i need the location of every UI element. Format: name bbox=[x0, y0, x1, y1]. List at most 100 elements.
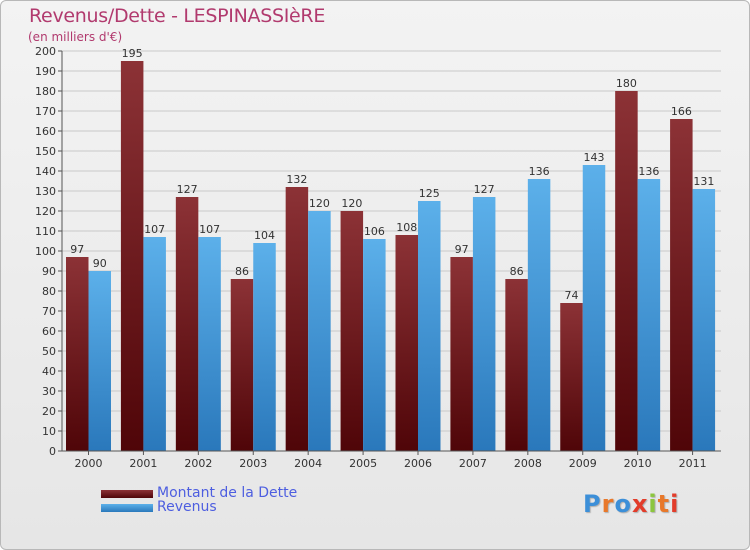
data-label-revenus-2005: 106 bbox=[364, 225, 385, 238]
data-label-revenus-2000: 90 bbox=[93, 257, 107, 270]
logo-letter: i bbox=[648, 490, 658, 518]
bar-revenus-2005 bbox=[363, 239, 386, 451]
x-tick-label: 2004 bbox=[294, 457, 322, 470]
logo-letter: i bbox=[670, 490, 680, 518]
data-label-debt-2001: 195 bbox=[122, 47, 143, 60]
bar-debt-2005 bbox=[340, 211, 364, 451]
data-label-revenus-2008: 136 bbox=[529, 165, 550, 178]
bar-debt-2006 bbox=[395, 235, 418, 451]
data-label-revenus-2007: 127 bbox=[474, 183, 495, 196]
x-tick-label: 2002 bbox=[184, 457, 212, 470]
logo-letter: t bbox=[657, 490, 671, 518]
data-label-revenus-2010: 136 bbox=[638, 165, 659, 178]
bar-debt-2000 bbox=[66, 257, 89, 451]
data-label-debt-2007: 97 bbox=[455, 243, 469, 256]
bar-revenus-2010 bbox=[637, 179, 661, 451]
x-tick-label: 2010 bbox=[624, 457, 652, 470]
y-tick-label: 0 bbox=[49, 445, 56, 458]
bar-revenus-2007 bbox=[472, 197, 496, 451]
y-tick-label: 70 bbox=[42, 305, 56, 318]
x-tick-label: 2008 bbox=[514, 457, 542, 470]
x-tick-label: 2005 bbox=[349, 457, 377, 470]
y-tick-label: 170 bbox=[35, 105, 56, 118]
logo-letter: x bbox=[631, 490, 649, 518]
y-tick-label: 40 bbox=[42, 365, 56, 378]
bar-revenus-2003 bbox=[253, 243, 276, 451]
data-label-debt-2000: 97 bbox=[70, 243, 84, 256]
x-tick-label: 2000 bbox=[75, 457, 103, 470]
grid-lines bbox=[62, 50, 721, 452]
data-label-debt-2006: 108 bbox=[396, 221, 417, 234]
bar-revenus-2008 bbox=[527, 179, 551, 451]
bar-revenus-2001 bbox=[143, 237, 166, 451]
axes: 0 10 20 30 40 50 60 70 80 90 100 110 120 130 140 150 160… bbox=[35, 45, 721, 470]
bar-debt-2004 bbox=[285, 187, 309, 451]
x-tick-label: 2009 bbox=[569, 457, 597, 470]
data-label-debt-2010: 180 bbox=[616, 77, 637, 90]
data-label-revenus-2011: 131 bbox=[693, 175, 714, 188]
data-label-revenus-2004: 120 bbox=[309, 197, 330, 210]
bar-debt-2011 bbox=[670, 119, 693, 451]
chart-subtitle: (en milliers d'€) bbox=[28, 30, 123, 44]
logo-letter: r bbox=[601, 490, 615, 518]
x-tick-label: 2007 bbox=[459, 457, 487, 470]
data-label-debt-2008: 86 bbox=[510, 265, 524, 278]
bar-debt-2009 bbox=[560, 303, 583, 451]
y-tick-label: 110 bbox=[35, 225, 56, 238]
bar-debt-2003 bbox=[230, 279, 254, 451]
legend-label-revenus: Revenus bbox=[157, 499, 217, 515]
x-tick-label: 2003 bbox=[239, 457, 267, 470]
y-tick-label: 60 bbox=[42, 325, 56, 338]
logo-letter: P bbox=[583, 490, 602, 518]
data-label-revenus-2009: 143 bbox=[584, 151, 605, 164]
data-label-debt-2011: 166 bbox=[671, 105, 692, 118]
proxiti-logo: Proxiti bbox=[583, 490, 679, 518]
logo-letter: o bbox=[614, 490, 632, 518]
data-label-debt-2003: 86 bbox=[235, 265, 249, 278]
legend-swatch-revenus bbox=[101, 504, 153, 512]
bar-revenus-2011 bbox=[692, 189, 716, 451]
x-tick-label: 2011 bbox=[679, 457, 707, 470]
data-label-debt-2005: 120 bbox=[341, 197, 362, 210]
y-tick-label: 200 bbox=[35, 45, 56, 58]
bar-debt-2007 bbox=[450, 257, 473, 451]
data-label-revenus-2002: 107 bbox=[199, 223, 220, 236]
y-tick-label: 190 bbox=[35, 65, 56, 78]
y-tick-label: 120 bbox=[35, 205, 56, 218]
bar-debt-2010 bbox=[615, 91, 638, 451]
y-tick-label: 20 bbox=[42, 405, 56, 418]
y-tick-label: 30 bbox=[42, 385, 56, 398]
data-label-revenus-2001: 107 bbox=[144, 223, 165, 236]
data-label-debt-2009: 74 bbox=[565, 289, 579, 302]
bar-revenus-2000 bbox=[88, 271, 111, 451]
bar-debt-2001 bbox=[120, 61, 144, 451]
data-label-revenus-2006: 125 bbox=[419, 187, 440, 200]
y-tick-label: 80 bbox=[42, 285, 56, 298]
bar-revenus-2004 bbox=[308, 211, 331, 451]
bar-revenus-2009 bbox=[582, 165, 606, 451]
y-tick-label: 140 bbox=[35, 165, 56, 178]
x-tick-label: 2001 bbox=[129, 457, 157, 470]
y-tick-label: 180 bbox=[35, 85, 56, 98]
bar-revenus-2002 bbox=[198, 237, 221, 451]
y-tick-label: 150 bbox=[35, 145, 56, 158]
bar-debt-2002 bbox=[175, 197, 199, 451]
y-tick-label: 50 bbox=[42, 345, 56, 358]
x-tick-label: 2006 bbox=[404, 457, 432, 470]
data-label-debt-2002: 127 bbox=[177, 183, 198, 196]
legend-swatch-debt bbox=[101, 490, 153, 498]
y-tick-label: 130 bbox=[35, 185, 56, 198]
chart-title: Revenus/Dette - LESPINASSIèRE bbox=[29, 5, 326, 27]
data-label-revenus-2003: 104 bbox=[254, 229, 275, 242]
data-label-debt-2004: 132 bbox=[286, 173, 307, 186]
y-tick-label: 90 bbox=[42, 265, 56, 278]
y-tick-label: 160 bbox=[35, 125, 56, 138]
y-tick-label: 10 bbox=[42, 425, 56, 438]
bar-debt-2008 bbox=[505, 279, 528, 451]
y-tick-label: 100 bbox=[35, 245, 56, 258]
legend-label-debt: Montant de la Dette bbox=[157, 485, 298, 501]
bar-revenus-2006 bbox=[418, 201, 441, 451]
